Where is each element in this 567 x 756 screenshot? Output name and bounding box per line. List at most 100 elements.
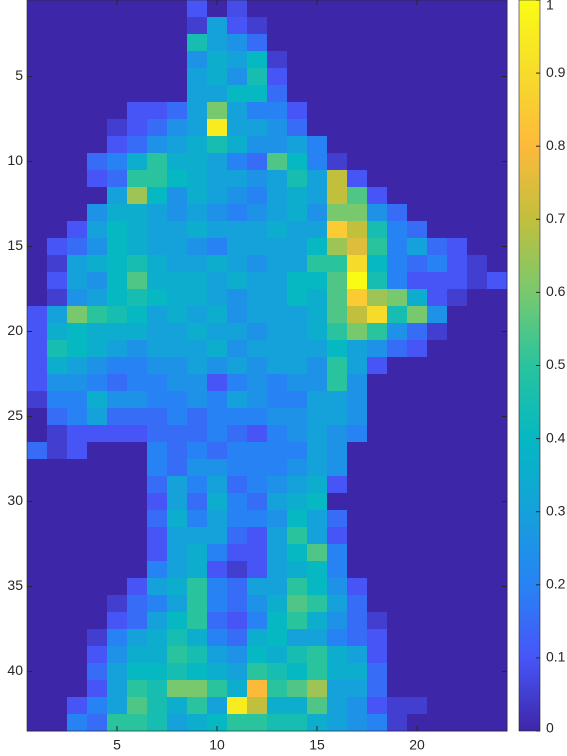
heatmap-cell	[367, 476, 388, 494]
heatmap-cell	[167, 697, 188, 715]
heatmap-cell	[167, 136, 188, 154]
heatmap-cell	[27, 408, 48, 426]
heatmap-cell	[47, 697, 68, 715]
heatmap-cell	[167, 714, 188, 732]
heatmap-cell	[127, 561, 148, 579]
heatmap-cell	[327, 51, 348, 69]
heatmap-cell	[307, 17, 328, 35]
heatmap-cell	[87, 510, 108, 528]
heatmap-cell	[47, 306, 68, 324]
heatmap-cell	[287, 34, 308, 52]
heatmap-cell	[407, 357, 428, 375]
heatmap-cell	[407, 595, 428, 613]
heatmap-cell	[407, 374, 428, 392]
heatmap-cell	[147, 187, 168, 205]
heatmap-cell	[207, 646, 228, 664]
heatmap-cell	[267, 510, 288, 528]
heatmap-cell	[267, 340, 288, 358]
heatmap-cell	[447, 306, 468, 324]
heatmap-cell	[187, 153, 208, 171]
heatmap-cell	[27, 510, 48, 528]
heatmap-cell	[467, 357, 488, 375]
heatmap-cell	[147, 374, 168, 392]
heatmap-cell	[267, 119, 288, 137]
heatmap-cell	[127, 272, 148, 290]
heatmap-cell	[187, 408, 208, 426]
colorbar-tick-label: 1	[546, 0, 554, 13]
heatmap-cell	[47, 85, 68, 103]
heatmap-cell	[387, 442, 408, 460]
heatmap-cell	[467, 102, 488, 120]
heatmap-cell	[87, 238, 108, 256]
heatmap-cell	[187, 425, 208, 443]
heatmap-cell	[247, 323, 268, 341]
heatmap-cell	[207, 119, 228, 137]
heatmap-cell	[387, 493, 408, 511]
heatmap-cell	[267, 255, 288, 273]
heatmap-cell	[87, 578, 108, 596]
heatmap-cell	[87, 646, 108, 664]
heatmap-cell	[247, 34, 268, 52]
heatmap-cell	[267, 0, 288, 18]
heatmap-cell	[87, 119, 108, 137]
heatmap-cell	[167, 204, 188, 222]
heatmap-cell	[487, 238, 508, 256]
heatmap-cell	[227, 459, 248, 477]
heatmap-cell	[127, 289, 148, 307]
heatmap-cell	[407, 544, 428, 562]
heatmap-cell	[467, 697, 488, 715]
heatmap-cell	[267, 425, 288, 443]
heatmap-cell	[227, 680, 248, 698]
heatmap-cell	[207, 153, 228, 171]
heatmap-cell	[167, 221, 188, 239]
heatmap-cell	[227, 289, 248, 307]
heatmap-cell	[387, 221, 408, 239]
heatmap-cell	[187, 51, 208, 69]
heatmap-cell	[47, 561, 68, 579]
heatmap-cell	[487, 272, 508, 290]
heatmap-cell	[127, 153, 148, 171]
axes-box	[26, 0, 508, 732]
heatmap-cell	[367, 153, 388, 171]
heatmap-cell	[67, 459, 88, 477]
heatmap-cell	[467, 68, 488, 86]
heatmap-cell	[407, 459, 428, 477]
heatmap-cell	[107, 136, 128, 154]
heatmap-cell	[127, 255, 148, 273]
heatmap-cell	[47, 510, 68, 528]
heatmap-cell	[127, 714, 148, 732]
heatmap-cell	[307, 306, 328, 324]
heatmap-cell	[447, 493, 468, 511]
heatmap-cell	[487, 0, 508, 18]
heatmap-cell	[287, 578, 308, 596]
heatmap-cell	[247, 442, 268, 460]
heatmap-cell	[87, 51, 108, 69]
heatmap-cell	[47, 34, 68, 52]
heatmap-cell	[287, 102, 308, 120]
heatmap-cell	[147, 663, 168, 681]
heatmap-cell	[407, 51, 428, 69]
heatmap-cell	[187, 323, 208, 341]
heatmap-cell	[347, 136, 368, 154]
heatmap-cell	[147, 204, 168, 222]
heatmap-cell	[307, 68, 328, 86]
heatmap-cell	[447, 102, 468, 120]
heatmap-cell	[467, 340, 488, 358]
heatmap-cell	[287, 612, 308, 630]
heatmap-cell	[447, 680, 468, 698]
heatmap-cell	[267, 323, 288, 341]
heatmap-cell	[187, 459, 208, 477]
axes: 5 10 15 20 5 10 15 20 25 30 35 40	[7, 0, 508, 753]
heatmap-cell	[107, 51, 128, 69]
heatmap-cell	[427, 153, 448, 171]
heatmap-cell	[267, 595, 288, 613]
heatmap-cell	[287, 238, 308, 256]
heatmap-cell	[227, 646, 248, 664]
heatmap-cell	[147, 323, 168, 341]
heatmap-cell	[407, 170, 428, 188]
heatmap-cell	[167, 425, 188, 443]
heatmap-cell	[207, 595, 228, 613]
heatmap-cell	[407, 697, 428, 715]
heatmap-cell	[87, 561, 108, 579]
heatmap-cell	[207, 102, 228, 120]
